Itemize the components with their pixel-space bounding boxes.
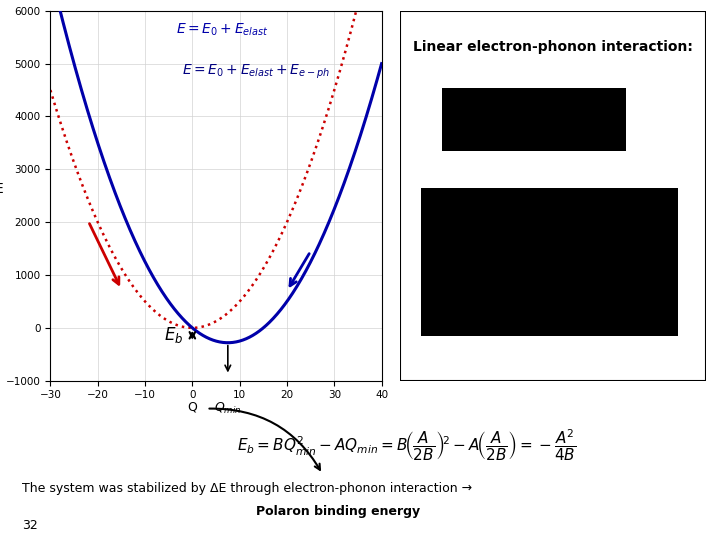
Text: The system was stabilized by ΔE through electron-phonon interaction →: The system was stabilized by ΔE through … xyxy=(22,482,472,495)
Text: Linear electron-phonon interaction:: Linear electron-phonon interaction: xyxy=(413,40,693,55)
Text: $E = E_0 + E_{elast} + E_{e-ph}$: $E = E_0 + E_{elast} + E_{e-ph}$ xyxy=(181,63,330,81)
Y-axis label: E: E xyxy=(0,182,3,195)
Text: 32: 32 xyxy=(22,519,37,532)
Text: Polaron binding energy: Polaron binding energy xyxy=(256,505,420,518)
Text: $E_b = BQ^2_{min} - AQ_{min} = B\!\left(\dfrac{A}{2B}\right)^{\!2} - A\!\left(\d: $E_b = BQ^2_{min} - AQ_{min} = B\!\left(… xyxy=(237,427,576,463)
Text: Q: Q xyxy=(187,401,197,414)
Bar xyxy=(421,188,678,336)
Text: $Q_{min}$: $Q_{min}$ xyxy=(214,401,242,416)
Text: $E_b$: $E_b$ xyxy=(163,325,183,345)
Text: $E = E_0 + E_{elast}$: $E = E_0 + E_{elast}$ xyxy=(176,22,269,38)
Bar xyxy=(442,89,626,151)
